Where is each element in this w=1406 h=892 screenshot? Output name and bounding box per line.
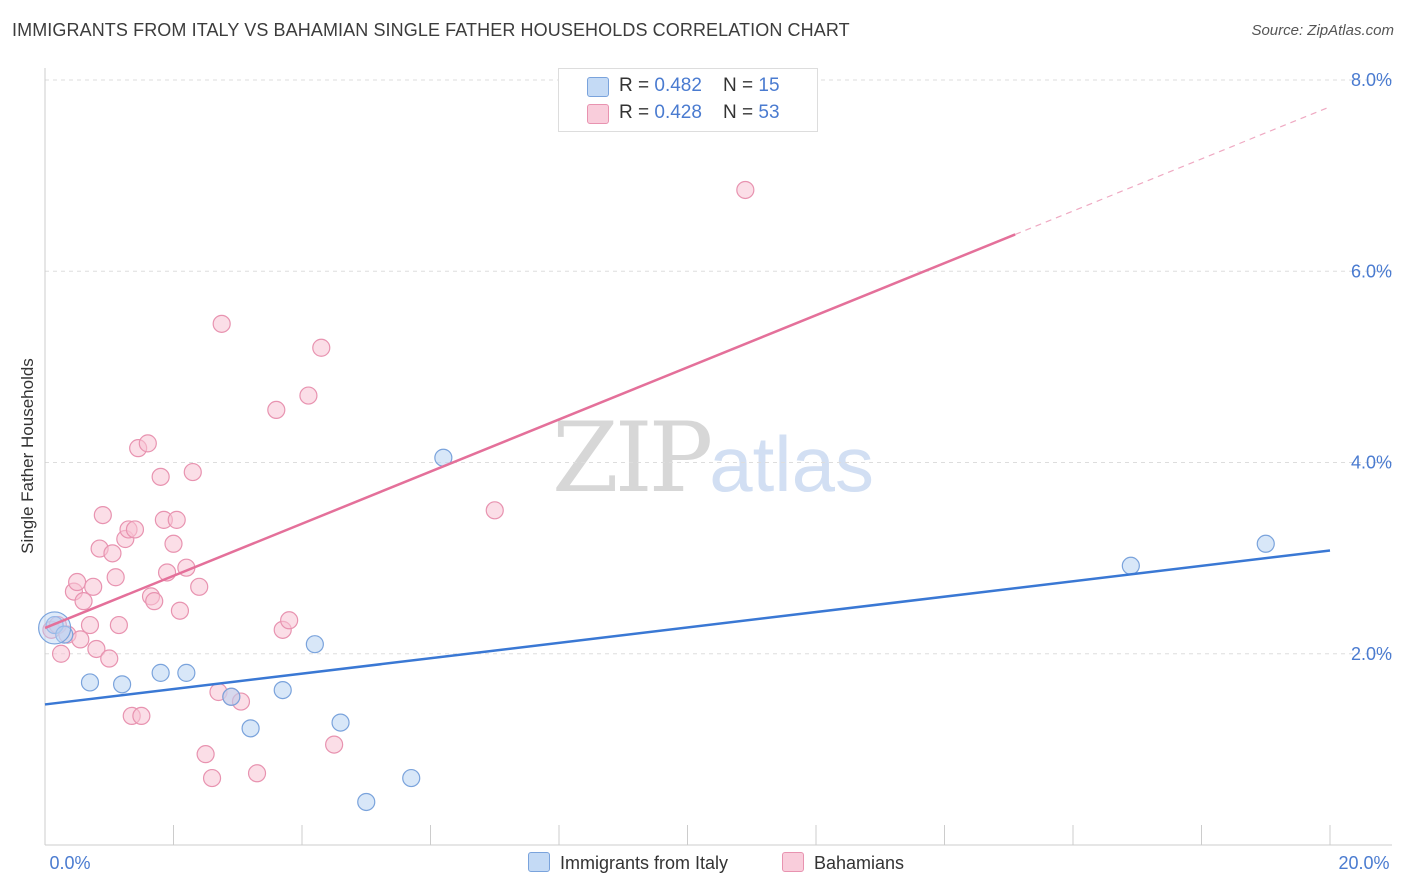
data-point-bahamas — [267, 400, 286, 420]
r-value: 0.428 — [654, 102, 702, 123]
trend-line-extension-bahamas — [1014, 106, 1331, 236]
data-point-bahamas — [138, 434, 157, 453]
r-label: R = — [619, 102, 655, 123]
bottom-legend-label-bahamas: Bahamians — [814, 853, 905, 873]
data-point-bahamas — [312, 338, 331, 357]
data-point-bahamas — [299, 386, 318, 405]
data-point-italy — [402, 768, 421, 788]
data-point-italy — [151, 663, 170, 682]
data-point-bahamas — [183, 462, 202, 482]
data-point-bahamas — [87, 639, 106, 659]
data-point-bahamas — [51, 644, 71, 663]
legend-stats-bahamas: R = 0.428 N = 53 — [619, 102, 780, 124]
data-point-bahamas — [164, 534, 183, 553]
data-point-bahamas — [93, 505, 112, 525]
data-point-italy — [1256, 534, 1275, 553]
bottom-swatch-bahamas — [782, 852, 804, 872]
bottom-swatch-italy — [528, 852, 550, 872]
trend-line-bahamas — [44, 233, 1016, 630]
data-point-bahamas — [485, 501, 504, 520]
watermark-atlas: atlas — [709, 420, 874, 508]
data-point-italy — [241, 719, 260, 738]
data-point-bahamas — [68, 572, 87, 592]
y-tick-label: 6.0% — [1351, 261, 1392, 281]
x-tick-label: 0.0% — [49, 853, 90, 873]
data-point-bahamas — [100, 649, 119, 668]
y-tick-label: 8.0% — [1351, 70, 1392, 90]
data-point-bahamas — [212, 314, 231, 333]
chart-title: IMMIGRANTS FROM ITALY VS BAHAMIAN SINGLE… — [12, 20, 850, 40]
data-point-bahamas — [103, 544, 122, 563]
legend-stats-italy: R = 0.482 N = 15 — [619, 75, 780, 97]
data-point-italy — [357, 792, 376, 812]
data-point-italy — [273, 680, 292, 700]
source-label: Source: ZipAtlas.com — [1251, 22, 1394, 39]
trend-line-italy — [44, 549, 1331, 706]
data-point-italy — [177, 663, 196, 682]
r-label: R = — [619, 75, 655, 96]
data-point-bahamas — [84, 577, 103, 596]
data-point-italy — [80, 673, 100, 692]
data-point-bahamas — [190, 577, 209, 596]
data-point-italy — [55, 625, 74, 644]
bottom-legend-label-italy: Immigrants from Italy — [560, 853, 729, 873]
watermark-zip: ZIP — [552, 402, 713, 514]
data-point-bahamas — [132, 706, 151, 726]
data-point-bahamas — [196, 745, 215, 764]
x-tick-label: 20.0% — [1338, 853, 1389, 873]
data-point-bahamas — [74, 592, 93, 611]
n-value: 53 — [758, 102, 780, 123]
legend-swatch-italy — [587, 77, 609, 97]
data-point-italy — [112, 675, 132, 694]
correlation-legend: R = 0.482 N = 15 R = 0.428 N = 53 — [558, 68, 818, 132]
data-point-bahamas — [736, 180, 755, 200]
data-point-bahamas — [167, 510, 186, 529]
data-point-bahamas — [125, 520, 145, 539]
bottom-legend-italy: Immigrants from Italy — [528, 852, 728, 874]
bottom-legend-bahamas: Bahamians — [782, 852, 904, 874]
data-point-bahamas — [106, 568, 125, 587]
data-point-italy — [222, 687, 241, 706]
data-point-bahamas — [280, 611, 299, 630]
data-point-bahamas — [170, 601, 190, 620]
data-point-bahamas — [80, 615, 100, 635]
n-value: 15 — [758, 75, 780, 96]
watermark: ZIPatlas — [552, 402, 874, 514]
data-point-bahamas — [325, 735, 344, 754]
r-value: 0.482 — [654, 75, 702, 96]
data-point-bahamas — [151, 467, 170, 486]
data-point-italy-cluster — [38, 611, 72, 645]
data-point-bahamas — [71, 630, 90, 649]
y-tick-label: 4.0% — [1351, 453, 1392, 473]
data-point-italy — [305, 635, 324, 654]
data-point-bahamas — [247, 764, 267, 783]
n-label: N = — [723, 75, 759, 96]
data-point-bahamas — [202, 768, 222, 788]
data-point-italy — [331, 713, 350, 732]
data-point-bahamas — [109, 615, 128, 635]
legend-swatch-bahamas — [587, 104, 609, 124]
n-label: N = — [723, 102, 759, 123]
data-point-bahamas — [145, 592, 164, 611]
data-point-italy — [1121, 556, 1140, 575]
y-tick-label: 2.0% — [1351, 644, 1392, 664]
